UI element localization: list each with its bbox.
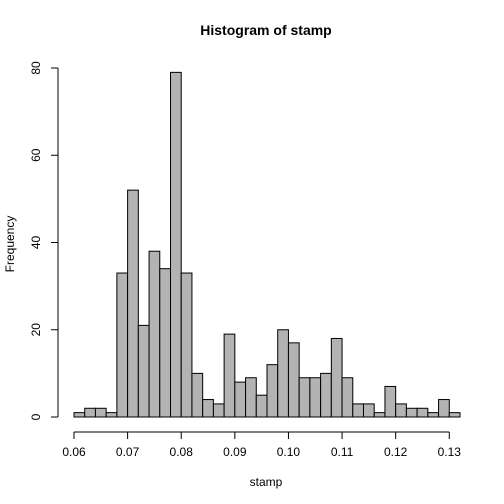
histogram-bar [203, 400, 214, 417]
x-tick-label: 0.10 [277, 445, 301, 459]
histogram-bar [128, 190, 139, 417]
histogram-bar [149, 251, 160, 417]
chart-title: Histogram of stamp [200, 22, 331, 38]
histogram-bar [428, 413, 439, 417]
histogram-bar [256, 395, 267, 417]
histogram-bar [321, 373, 332, 417]
histogram-bar [235, 382, 246, 417]
x-tick-label: 0.12 [384, 445, 408, 459]
y-tick-label: 60 [29, 148, 43, 162]
histogram-bar [224, 334, 235, 417]
histogram-bar [278, 330, 289, 417]
x-axis: 0.06 0.07 0.08 0.09 0.10 0.11 0.12 0.13 [62, 432, 461, 459]
histogram-bar [374, 413, 385, 417]
histogram-bar [160, 269, 171, 417]
y-tick-label: 0 [29, 413, 43, 420]
histogram-bar [95, 408, 106, 417]
histogram-bar [417, 408, 428, 417]
histogram-bar [385, 386, 396, 417]
histogram-bar [192, 373, 203, 417]
histogram-bar [449, 413, 460, 417]
histogram-bar [439, 400, 450, 417]
histogram-bar [396, 404, 407, 417]
histogram-bar [117, 273, 128, 417]
histogram-bar [106, 413, 117, 417]
x-tick-label: 0.06 [62, 445, 86, 459]
histogram-bar [310, 378, 321, 417]
x-tick-label: 0.09 [223, 445, 247, 459]
x-tick-label: 0.11 [331, 445, 354, 459]
y-tick-label: 20 [29, 323, 43, 337]
x-tick-label: 0.07 [116, 445, 140, 459]
x-tick-label: 0.13 [438, 445, 462, 459]
histogram-bar [331, 338, 342, 417]
histogram-bar [342, 378, 353, 417]
histogram-bar [364, 404, 375, 417]
histogram-bar [85, 408, 96, 417]
histogram-bar [138, 325, 149, 417]
y-tick-label: 40 [29, 236, 43, 250]
x-tick-label: 0.08 [170, 445, 194, 459]
bars-group [74, 72, 460, 417]
histogram-bar [171, 72, 182, 417]
histogram-bar [213, 404, 224, 417]
histogram-bar [267, 365, 278, 417]
y-axis: 0 20 40 60 80 [29, 61, 58, 420]
y-tick-label: 80 [29, 61, 43, 75]
histogram-bar [353, 404, 364, 417]
histogram-bar [406, 408, 417, 417]
histogram-bar [299, 378, 310, 417]
histogram-bar [181, 273, 192, 417]
histogram-bar [74, 413, 85, 417]
histogram-bar [288, 343, 299, 417]
histogram-bar [246, 378, 257, 417]
x-axis-label: stamp [250, 475, 283, 489]
y-axis-label: Frequency [3, 216, 17, 273]
